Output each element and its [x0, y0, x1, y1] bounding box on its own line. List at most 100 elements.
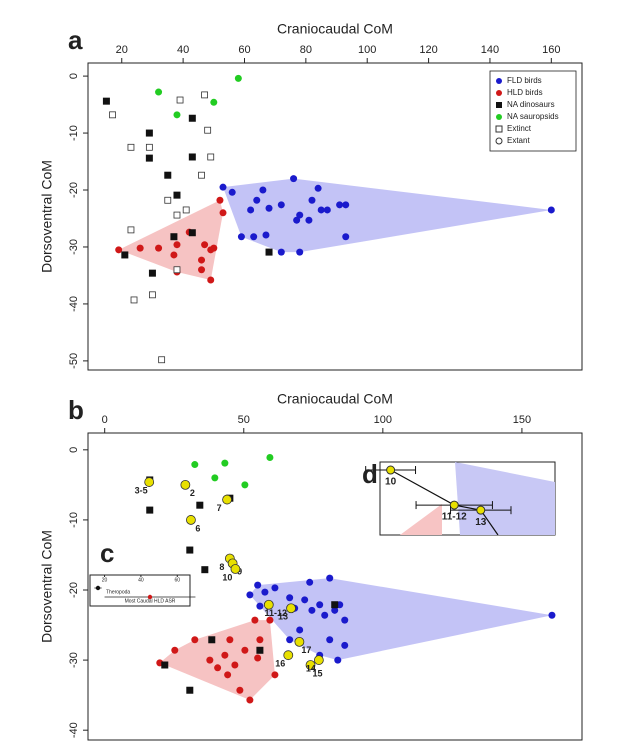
x-tick-label: 50	[238, 414, 250, 426]
x-tick-label: 60	[174, 577, 180, 583]
point	[171, 646, 179, 654]
node-label: 11-12	[442, 512, 467, 523]
point	[548, 611, 556, 619]
point	[341, 641, 349, 649]
point	[286, 594, 294, 602]
node	[449, 500, 459, 510]
point	[136, 244, 144, 252]
x-axis-title: Craniocaudal CoM	[277, 21, 393, 37]
panel-label: c	[100, 538, 114, 568]
point	[301, 596, 309, 604]
y-tick-label: -50	[68, 353, 80, 369]
point	[191, 461, 199, 469]
point	[314, 184, 322, 192]
row-label: Theropoda	[106, 589, 130, 595]
point	[219, 183, 227, 191]
y-tick-label: -30	[68, 652, 80, 668]
point	[196, 501, 204, 509]
node-label: 3-5	[135, 485, 148, 495]
point	[115, 246, 123, 254]
point	[206, 656, 214, 664]
node-label: 11-12	[265, 608, 288, 618]
point	[331, 601, 339, 609]
point	[186, 686, 194, 694]
point	[95, 585, 101, 591]
point	[127, 226, 135, 234]
point	[308, 196, 316, 204]
point	[286, 636, 294, 644]
x-tick-label: 20	[116, 44, 128, 56]
inset-frame	[89, 574, 191, 607]
point	[256, 646, 264, 654]
point	[277, 248, 285, 256]
point	[211, 474, 219, 482]
point	[336, 201, 344, 209]
node	[144, 477, 155, 487]
point	[262, 231, 270, 239]
point	[323, 206, 331, 214]
point	[228, 188, 236, 196]
point	[308, 606, 316, 614]
x-axis-title: Craniocaudal CoM	[277, 391, 393, 407]
node-label: 10	[222, 572, 232, 582]
y-tick-label: -20	[68, 582, 80, 598]
point	[254, 581, 262, 589]
legend-label: HLD birds	[507, 88, 543, 97]
point	[188, 229, 196, 237]
point	[271, 671, 279, 679]
point	[155, 88, 163, 96]
legend-label: NA sauropsids	[507, 112, 559, 121]
point	[241, 481, 249, 489]
panel-label: d	[362, 459, 378, 489]
legend-marker	[496, 78, 502, 84]
point	[317, 206, 325, 214]
plot-frame	[87, 432, 583, 741]
point	[237, 233, 245, 241]
node	[283, 650, 294, 661]
legend-label: Extant	[507, 136, 530, 145]
legend-box	[489, 70, 577, 152]
point	[201, 91, 208, 99]
point	[149, 291, 156, 299]
point	[188, 114, 196, 122]
point	[265, 248, 273, 256]
point	[547, 206, 555, 214]
point	[164, 196, 172, 204]
point	[293, 216, 301, 224]
node	[230, 564, 241, 574]
node-label: 13	[278, 612, 288, 622]
point	[296, 211, 304, 219]
point	[331, 606, 339, 614]
y-tick-label: -10	[68, 125, 80, 141]
node-label: 13	[475, 517, 487, 528]
legend-label: FLD birds	[507, 76, 542, 85]
point	[198, 171, 205, 179]
point	[155, 244, 163, 252]
y-tick-label: -40	[68, 722, 80, 738]
point	[266, 616, 274, 624]
node	[386, 465, 396, 475]
y-tick-label: 0	[68, 73, 80, 79]
y-tick-label: -30	[68, 239, 80, 255]
node-label: 15	[313, 668, 323, 678]
point	[266, 454, 274, 462]
point	[207, 153, 215, 161]
point	[173, 241, 181, 249]
point	[170, 251, 178, 259]
x-tick-label: 160	[542, 44, 560, 56]
point	[271, 584, 279, 592]
point	[204, 126, 212, 134]
point	[265, 204, 273, 212]
plot-frame	[87, 62, 583, 371]
point	[251, 616, 259, 624]
legend-marker	[496, 90, 502, 96]
node	[313, 655, 324, 665]
point	[246, 696, 254, 704]
point	[214, 664, 222, 672]
point	[326, 636, 334, 644]
x-tick-label: 140	[481, 44, 499, 56]
point	[121, 251, 129, 259]
node-label: 7	[217, 503, 222, 513]
point	[148, 269, 156, 277]
